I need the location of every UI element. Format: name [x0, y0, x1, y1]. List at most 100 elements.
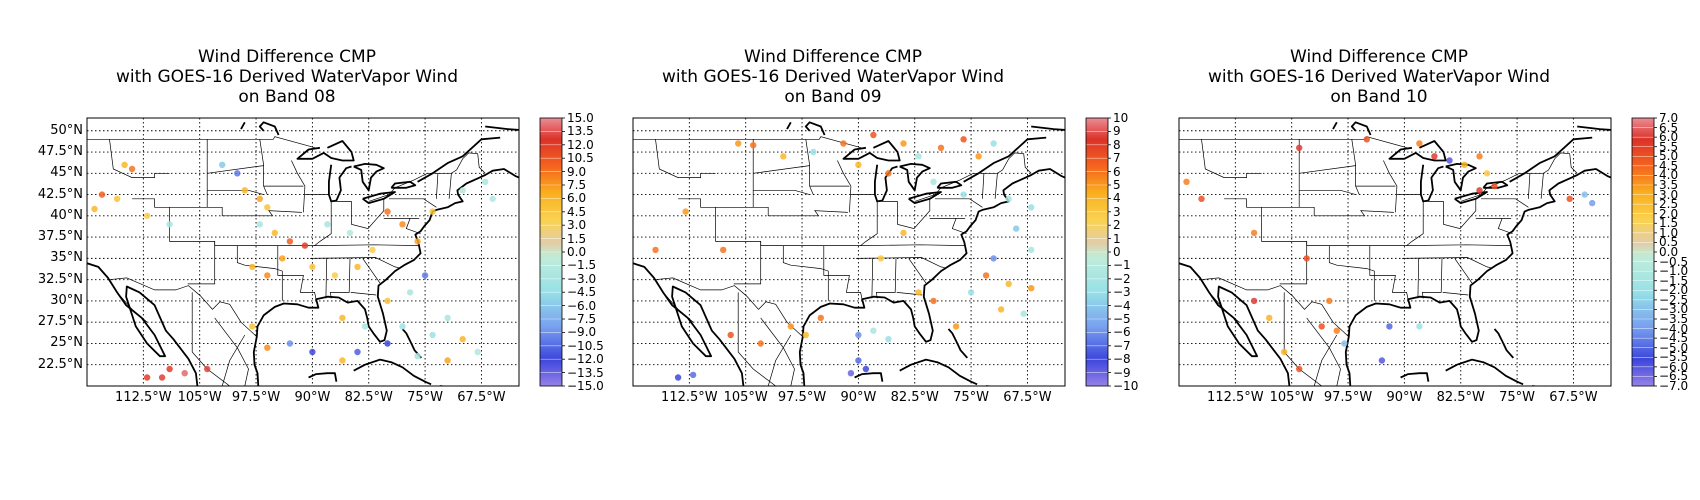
coastline	[1509, 136, 1593, 183]
state-border	[897, 198, 931, 229]
lat-tick-label: 30°N	[50, 292, 83, 308]
wind-point	[234, 170, 241, 177]
wind-point	[960, 136, 967, 143]
state-border	[310, 257, 399, 269]
colorbar-tick-label: −3.0	[1659, 302, 1689, 317]
wind-point	[652, 246, 659, 254]
state-border	[1422, 258, 1443, 299]
colorbar-tick-label: −10	[1113, 379, 1139, 393]
wind-point	[990, 255, 997, 262]
colorbar-tick-label: 1.0	[1659, 225, 1679, 240]
wind-point	[802, 331, 809, 339]
lon-tick-label: 97.5°W	[777, 390, 827, 405]
wind-point	[339, 314, 346, 322]
wind-point	[840, 140, 847, 147]
wind-point	[1483, 170, 1491, 177]
lon-tick-label: 75°W	[953, 390, 990, 405]
colorbar-tick-label: 1.5	[567, 231, 587, 246]
state-border	[1460, 152, 1578, 202]
wind-point	[952, 323, 960, 330]
wind-point	[339, 357, 346, 364]
wind-point	[399, 221, 406, 228]
state-border	[753, 189, 810, 195]
colorbar-tick-label: −9	[1113, 365, 1131, 380]
coastline	[936, 180, 963, 189]
lat-tick-label: 22.5°N	[37, 356, 83, 372]
title-line: on Band 10	[1330, 87, 1428, 107]
wind-point	[324, 221, 331, 228]
coastline	[258, 121, 280, 136]
state-border	[1299, 165, 1356, 174]
colorbar-tick-label: 5.0	[1659, 149, 1679, 164]
wind-point	[384, 208, 391, 215]
chart-title: Wind Difference CMP with GOES-16 Derived…	[62, 47, 512, 107]
wind-point	[91, 205, 98, 213]
wind-point	[1476, 187, 1483, 194]
colorbar-frame	[539, 117, 563, 387]
colorbar-tick-label: 7.5	[567, 178, 587, 192]
state-border	[330, 258, 351, 299]
state-border	[876, 258, 897, 299]
colorbar-tick-label: 10.5	[567, 151, 594, 166]
wind-point	[870, 327, 877, 334]
colorbar-tick-label: −15.0	[567, 379, 604, 393]
colorbar-tick-label: −4	[1113, 298, 1131, 313]
wind-point	[930, 297, 937, 305]
coastline	[1445, 358, 1524, 386]
wind-point	[1326, 297, 1333, 305]
wind-point	[346, 229, 354, 237]
lon-tick-label: 82.5°W	[1436, 390, 1485, 405]
state-border	[1442, 292, 1469, 296]
wind-point	[489, 195, 496, 202]
wind-point	[982, 272, 990, 279]
colorbar-tick-label: 9.0	[567, 164, 587, 179]
lon-tick-label: 67.5°W	[1003, 390, 1052, 405]
state-border	[405, 218, 421, 235]
wind-point	[810, 148, 817, 156]
lon-tick-label: 97.5°W	[1323, 390, 1373, 405]
coastline	[947, 328, 968, 359]
lon-tick-label: 112.5°W	[1207, 390, 1264, 405]
coastline	[1031, 125, 1065, 131]
wind-point	[421, 272, 429, 279]
wind-point	[1266, 314, 1273, 322]
wind-point	[444, 357, 451, 364]
coastline	[798, 168, 1065, 386]
lat-tick-label: 32.5°N	[37, 271, 83, 287]
colorbar-tick-label: 6.0	[1659, 130, 1679, 145]
wind-point	[1461, 161, 1468, 168]
colorbar-frame	[1085, 117, 1109, 387]
wind-point	[787, 323, 794, 330]
lon-tick-label: 67.5°W	[1549, 390, 1598, 405]
coastline	[417, 136, 501, 183]
coastline	[1577, 125, 1611, 131]
state-border	[871, 258, 874, 299]
wind-point	[915, 153, 922, 160]
state-border	[951, 218, 967, 235]
coastline	[1332, 121, 1338, 130]
colorbar-tick-label: 2.0	[1659, 206, 1679, 221]
colorbar-tick-label: −7.0	[1659, 379, 1689, 393]
wind-point	[930, 178, 937, 185]
wind-point	[279, 255, 286, 262]
lat-tick-label: 37.5°N	[37, 229, 83, 245]
state-border	[207, 165, 264, 174]
wind-point	[1198, 195, 1205, 202]
wind-point	[143, 212, 151, 219]
state-border	[1351, 139, 1360, 195]
lon-tick-label: 97.5°W	[231, 390, 281, 405]
colorbar-tick-label: 1	[1113, 231, 1121, 246]
state-border	[1328, 245, 1375, 301]
wind-point	[1303, 255, 1310, 262]
title-line: with GOES-16 Derived WaterVapor Wind	[1208, 67, 1550, 87]
state-border	[1497, 218, 1513, 235]
colorbar-tick-label: −3.5	[1659, 312, 1689, 326]
title-line: with GOES-16 Derived WaterVapor Wind	[116, 67, 458, 87]
wind-point	[1005, 280, 1012, 288]
colorbar-tick-label: 0.0	[567, 245, 587, 259]
state-border	[87, 136, 316, 149]
wind-point	[735, 140, 742, 147]
colorbar-tick-label: −4.0	[1659, 321, 1689, 336]
lon-tick-label: 67.5°W	[457, 390, 506, 405]
wind-point	[264, 344, 271, 351]
